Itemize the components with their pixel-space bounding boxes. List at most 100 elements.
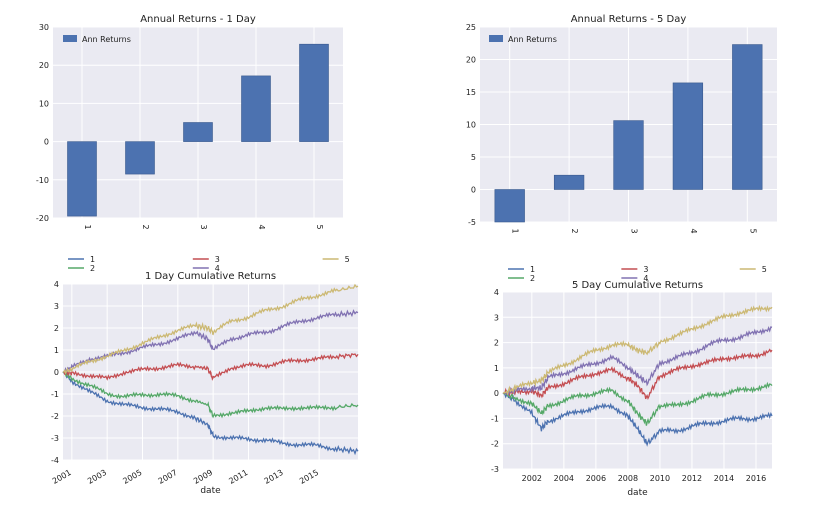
- x-tick-label: 2013: [263, 468, 285, 486]
- x-tick-label: 2: [570, 228, 579, 233]
- chart-title: 5 Day Cumulative Returns: [572, 280, 703, 291]
- bar: [299, 43, 329, 142]
- y-tick-label: -1: [491, 414, 499, 423]
- y-tick-label: 3: [54, 302, 59, 311]
- x-tick-label: 2004: [554, 474, 574, 483]
- legend-label: 4: [643, 274, 648, 283]
- legend: 12 34 5: [68, 255, 350, 273]
- chart-title: Annual Returns - 1 Day: [140, 14, 256, 25]
- x-tick-label: 3: [199, 224, 208, 229]
- y-tick-label: 4: [494, 288, 499, 297]
- legend: Ann Returns: [489, 35, 557, 44]
- x-tick-label: 2016: [746, 474, 766, 483]
- bar: [732, 44, 763, 190]
- series-line-4: [502, 326, 773, 397]
- y-tick-label: 20: [39, 61, 49, 70]
- x-axis-label: date: [627, 488, 648, 498]
- x-tick-label: 1: [83, 224, 92, 229]
- legend: 12 34 5: [508, 265, 767, 283]
- y-tick-label: 5: [471, 153, 476, 162]
- series-line-3: [62, 353, 359, 381]
- y-tick-label: 3: [494, 313, 499, 322]
- y-tick-label: -4: [51, 456, 59, 465]
- y-tick-label: 0: [471, 186, 476, 195]
- y-tick-label: 30: [39, 23, 49, 32]
- series-line-2: [502, 381, 773, 426]
- y-tick-label: -2: [491, 440, 499, 449]
- chart-title: Annual Returns - 5 Day: [571, 14, 687, 25]
- legend-swatch: [63, 35, 77, 42]
- legend-label: 1: [530, 265, 535, 274]
- x-tick-label: 2001: [51, 468, 73, 486]
- series-line-3: [503, 348, 773, 401]
- bar: [494, 189, 525, 223]
- y-tick-label: 1: [494, 364, 499, 373]
- bar: [183, 122, 213, 142]
- x-tick-label: 2008: [618, 474, 638, 483]
- legend-label: 3: [215, 255, 220, 264]
- bar: [241, 75, 271, 142]
- y-tick-label: -2: [51, 412, 59, 421]
- x-tick-label: 2005: [121, 468, 143, 486]
- x-tick-label: 5: [315, 224, 324, 229]
- y-tick-label: -3: [51, 434, 59, 443]
- y-tick-label: 10: [466, 121, 476, 130]
- y-tick-label: 0: [494, 389, 499, 398]
- x-tick-label: 4: [689, 228, 698, 233]
- y-tick-label: 1: [54, 346, 59, 355]
- x-tick-label: 2011: [227, 468, 249, 486]
- y-tick-label: 20: [466, 56, 476, 65]
- x-axis-label: date: [200, 486, 221, 496]
- x-tick-label: 2002: [522, 474, 542, 483]
- y-tick-label: -10: [36, 176, 49, 185]
- x-tick-label: 2009: [192, 468, 214, 486]
- legend-label: Ann Returns: [82, 35, 131, 44]
- x-tick-label: 2015: [298, 468, 320, 486]
- y-tick-label: 2: [494, 339, 499, 348]
- legend-label: 3: [643, 265, 648, 274]
- y-tick-label: 4: [54, 280, 59, 289]
- series-line-4: [62, 309, 359, 373]
- chart-title: 1 Day Cumulative Returns: [145, 271, 276, 282]
- y-tick-label: 25: [466, 23, 476, 32]
- y-tick-label: 0: [44, 138, 49, 147]
- y-tick-label: -3: [491, 465, 499, 474]
- y-tick-label: 0: [54, 368, 59, 377]
- legend-label: 2: [90, 264, 95, 273]
- x-tick-label: 2003: [86, 468, 108, 486]
- bar: [553, 174, 585, 190]
- bar: [125, 141, 155, 175]
- bar: [67, 141, 97, 217]
- y-tick-label: 2: [54, 324, 59, 333]
- series-line-1: [502, 391, 773, 447]
- y-tick-label: -20: [36, 214, 49, 223]
- series-line-2: [62, 371, 359, 419]
- bar-chart-1: -20 -10 0 10 20 30 1 2 3 4 5 Annual Returns - 1 Day…: [36, 14, 343, 230]
- x-tick-label: 2: [141, 224, 150, 229]
- x-tick-label: 5: [748, 228, 757, 233]
- x-tick-label: 4: [257, 224, 266, 229]
- y-tick-label: 15: [466, 88, 476, 97]
- legend-label: Ann Returns: [508, 35, 557, 44]
- x-tick-label: 2006: [586, 474, 606, 483]
- series-line-5: [502, 304, 773, 396]
- x-tick-label: 1: [511, 228, 520, 233]
- legend-label: 5: [345, 255, 350, 264]
- legend-swatch: [489, 35, 503, 42]
- bar: [672, 82, 704, 190]
- x-tick-label: 2014: [714, 474, 734, 483]
- x-tick-label: 2007: [157, 468, 179, 486]
- series-line-5: [62, 283, 359, 375]
- legend-label: 5: [762, 265, 767, 274]
- legend-label: 4: [215, 264, 220, 273]
- x-tick-label: 2012: [682, 474, 702, 483]
- legend-label: 2: [530, 274, 535, 283]
- legend: Ann Returns: [63, 35, 131, 44]
- bar: [613, 120, 644, 190]
- x-tick-label: 3: [630, 228, 639, 233]
- bar-chart-2: -5 0 5 10 15 20 25 1 2 3 4 5 Annual Returns - 5 Day A…: [466, 14, 777, 234]
- y-tick-label: -1: [51, 390, 59, 399]
